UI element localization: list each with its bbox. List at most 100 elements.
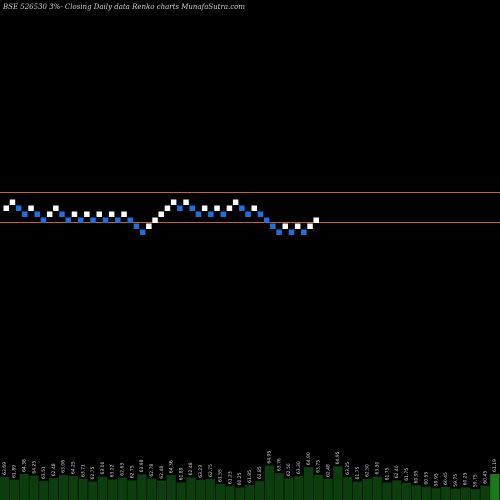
renko-brick-down <box>139 229 146 235</box>
volume-label: 63.30 <box>375 461 381 474</box>
volume-label: 63.71 <box>80 464 86 477</box>
volume-bar <box>205 479 216 500</box>
renko-brick-up <box>146 223 152 229</box>
volume-bars <box>0 465 500 500</box>
renko-brick-up <box>158 211 164 217</box>
volume-bar <box>39 481 49 500</box>
renko-brick-down <box>239 205 245 211</box>
renko-brick-up <box>46 211 53 217</box>
renko-bricks <box>3 199 319 235</box>
volume-bar <box>88 481 98 500</box>
volume-bar <box>166 475 176 500</box>
renko-brick-down <box>270 223 276 229</box>
volume-label: 64.90 <box>306 452 312 465</box>
renko-brick-down <box>288 229 295 235</box>
volume-label: 59.95 <box>433 473 439 486</box>
volume-label: 62.63 <box>120 463 126 476</box>
volume-bar <box>49 478 59 500</box>
volume-bar <box>29 475 39 500</box>
volume-label: 63.69 <box>2 462 8 475</box>
renko-brick-down <box>245 211 251 217</box>
volume-label: 61.75 <box>355 466 361 479</box>
volume-bar <box>490 474 500 500</box>
renko-brick-down <box>65 217 71 223</box>
volume-label: 59.75 <box>473 474 479 487</box>
volume-bar <box>98 476 108 500</box>
volume-label: 62.78 <box>149 464 155 477</box>
volume-label: 60.55 <box>424 472 430 485</box>
renko-brick-down <box>15 205 22 211</box>
renko-brick-down <box>220 211 226 217</box>
renko-brick-up <box>307 223 313 229</box>
renko-brick-down <box>195 211 202 217</box>
renko-brick-up <box>3 205 9 211</box>
volume-bar <box>245 484 255 500</box>
volume-bar <box>284 478 294 500</box>
volume-bar <box>480 485 490 500</box>
volume-label: 62.48 <box>325 464 331 477</box>
volume-bar <box>431 488 441 500</box>
volume-bar <box>9 479 19 500</box>
volume-bar <box>450 488 461 500</box>
volume-label: 63.06 <box>100 461 106 474</box>
volume-bar <box>460 487 470 500</box>
renko-brick-up <box>214 205 220 211</box>
volume-bar <box>421 486 431 500</box>
renko-brick-up <box>53 205 59 211</box>
renko-brick-up <box>164 205 171 211</box>
volume-labels: 63.69 61.89 64.38 64.25 63.51 62.48 63.06 64.25… <box>2 451 498 488</box>
volume-bar <box>147 478 157 500</box>
renko-brick-down <box>102 217 109 223</box>
volume-label: 62.75 <box>90 466 96 479</box>
renko-brick-down <box>90 217 96 223</box>
volume-bar <box>68 476 78 500</box>
volume-label: 62.50 <box>365 464 371 477</box>
volume-label: 64.95 <box>335 451 341 464</box>
renko-brick-up <box>71 211 78 217</box>
volume-bar <box>323 479 333 500</box>
volume-bar <box>372 476 382 500</box>
volume-label: 64.95 <box>267 451 273 464</box>
volume-bar <box>176 482 186 500</box>
volume-label: 62.85 <box>257 466 263 479</box>
renko-brick-down <box>189 205 195 211</box>
volume-label: 60.25 <box>237 472 243 485</box>
volume-label: 63.06 <box>61 460 67 473</box>
volume-label: 63.23 <box>198 465 204 478</box>
volume-bar <box>352 481 363 500</box>
renko-brick-up <box>28 205 34 211</box>
volume-label: 63.51 <box>41 466 47 479</box>
volume-bar <box>107 479 118 500</box>
volume-label: 61.75 <box>404 468 410 481</box>
renko-brick-down <box>257 211 264 217</box>
volume-label: 62.50 <box>286 463 292 476</box>
volume-bar <box>225 486 235 500</box>
volume-bar <box>303 467 314 500</box>
volume-bar <box>343 476 353 500</box>
renko-brick-up <box>201 205 208 211</box>
volume-bar <box>411 485 421 500</box>
volume-label: 62.40 <box>394 465 400 478</box>
volume-label: 63.76 <box>276 458 282 471</box>
volume-label: 59.75 <box>453 474 459 487</box>
volume-label: 62.75 <box>129 465 135 478</box>
volume-bar <box>235 487 245 500</box>
renko-brick-up <box>121 211 127 217</box>
renko-brick-down <box>34 211 40 217</box>
volume-label: 64.36 <box>169 460 175 473</box>
volume-label: 62.48 <box>188 462 194 475</box>
renko-brick-down <box>40 217 47 223</box>
volume-bar <box>58 474 69 500</box>
volume-bar <box>78 479 88 500</box>
volume-label: 60.95 <box>414 470 420 483</box>
volume-label: 64.25 <box>31 461 37 474</box>
renko-brick-down <box>276 229 282 235</box>
volume-bar <box>117 477 127 500</box>
volume-label: 61.55 <box>218 469 224 482</box>
renko-brick-up <box>294 223 301 229</box>
volume-bar <box>382 482 392 500</box>
renko-brick-up <box>251 205 257 211</box>
renko-brick-up <box>232 199 239 205</box>
volume-bar <box>137 474 147 500</box>
